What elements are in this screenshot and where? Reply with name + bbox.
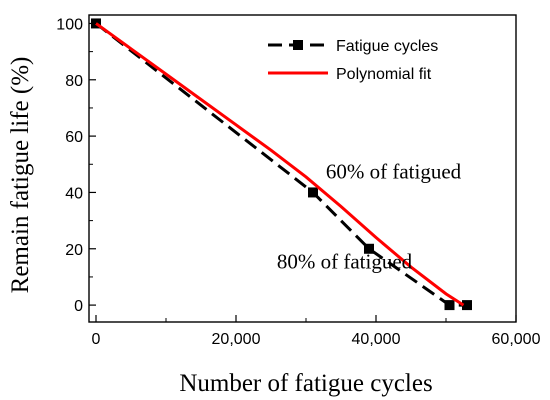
x-tick-label: 0 <box>92 331 101 348</box>
legend-item: Polynomial fit <box>268 66 432 83</box>
annotation: 60% of fatigued <box>326 159 462 183</box>
ticks-layer: 0 20,000 40,000 60,000 0 20 40 60 80 100 <box>56 16 540 348</box>
plot-frame <box>88 14 517 323</box>
legend-label: Polynomial fit <box>336 66 432 83</box>
y-tick-label: 60 <box>65 129 83 146</box>
annotation: 80% of fatigued <box>277 249 413 273</box>
y-tick-label: 40 <box>65 185 83 202</box>
y-tick-label: 20 <box>65 242 83 259</box>
data-point <box>462 300 472 311</box>
y-tick-label: 100 <box>56 16 83 33</box>
legend-marker <box>293 40 303 50</box>
y-axis-title: Remain fatigue life (%) <box>7 57 34 294</box>
x-tick-label: 40,000 <box>352 331 401 348</box>
x-axis-title: Number of fatigue cycles <box>179 370 432 397</box>
annotations: 60% of fatigued 80% of fatigued <box>277 159 462 273</box>
series-polynomial-fit <box>95 22 465 307</box>
y-tick-label: 0 <box>74 298 83 315</box>
y-tick-label: 80 <box>65 73 83 90</box>
data-point <box>364 243 374 254</box>
legend-label: Fatigue cycles <box>336 38 438 55</box>
data-point <box>444 300 455 311</box>
x-tick-label: 20,000 <box>212 331 261 348</box>
x-tick-label: 60,000 <box>492 331 541 348</box>
data-point <box>308 187 318 198</box>
legend-item: Fatigue cycles <box>268 38 438 55</box>
plot-area <box>88 14 517 323</box>
series-line <box>95 22 465 307</box>
legend: Fatigue cycles Polynomial fit <box>268 38 438 83</box>
